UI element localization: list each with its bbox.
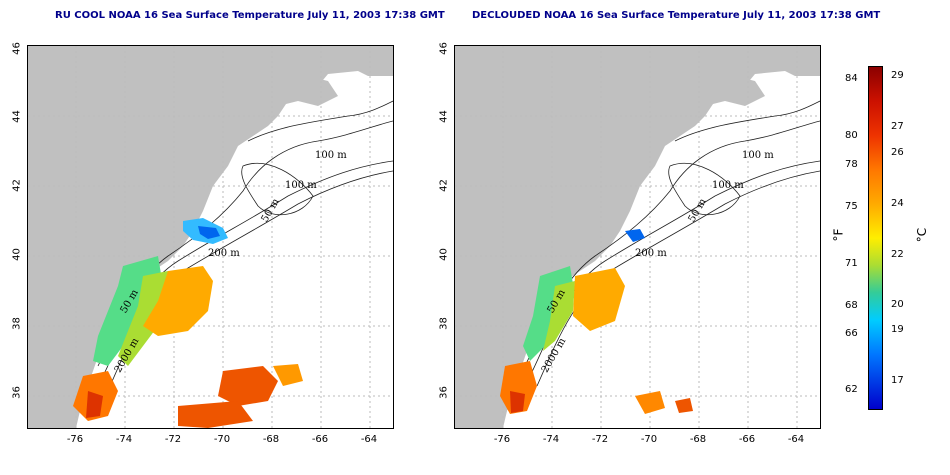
lon-tick-left: -66 — [311, 434, 329, 445]
lon-tick-right: -64 — [787, 434, 805, 445]
fahrenheit-tick: 80 — [845, 130, 858, 141]
fahrenheit-tick: 62 — [845, 384, 858, 395]
land-mass — [455, 46, 820, 428]
celsius-tick: 24 — [891, 198, 904, 209]
lat-tick-left: 38 — [11, 317, 23, 330]
celsius-tick: 17 — [891, 375, 904, 386]
lat-tick-right: 46 — [438, 42, 450, 55]
contour-label: 100 m — [285, 180, 317, 191]
lat-tick-left: 36 — [11, 386, 23, 399]
lon-tick-right: -72 — [591, 434, 609, 445]
left-map-title: RU COOL NOAA 16 Sea Surface Temperature … — [55, 10, 445, 21]
fahrenheit-tick: 71 — [845, 258, 858, 269]
land-mass — [28, 46, 393, 428]
contour-label: 200 m — [635, 248, 667, 259]
right-map-svg — [455, 46, 820, 428]
left-map-svg — [28, 46, 393, 428]
lon-tick-right: -74 — [542, 434, 560, 445]
contour-label: 200 m — [208, 248, 240, 259]
fahrenheit-tick: 75 — [845, 201, 858, 212]
lon-tick-left: -68 — [262, 434, 280, 445]
fahrenheit-unit-label: °F — [831, 228, 846, 242]
lon-tick-right: -66 — [738, 434, 756, 445]
lat-tick-right: 44 — [438, 110, 450, 123]
sst-patches-left — [73, 218, 303, 428]
lat-tick-right: 38 — [438, 317, 450, 330]
lon-tick-left: -74 — [115, 434, 133, 445]
lon-tick-right: -70 — [640, 434, 658, 445]
sst-patches-right — [500, 229, 693, 414]
lat-tick-right: 40 — [438, 248, 450, 261]
right-map-title: DECLOUDED NOAA 16 Sea Surface Temperatur… — [472, 10, 881, 21]
celsius-tick: 20 — [891, 299, 904, 310]
lat-tick-right: 42 — [438, 179, 450, 192]
fahrenheit-tick: 84 — [845, 73, 858, 84]
lat-tick-left: 46 — [11, 42, 23, 55]
fahrenheit-tick: 78 — [845, 159, 858, 170]
lat-tick-left: 40 — [11, 248, 23, 261]
celsius-tick: 26 — [891, 147, 904, 158]
lat-tick-left: 44 — [11, 110, 23, 123]
lon-tick-right: -76 — [493, 434, 511, 445]
temperature-colorbar — [868, 66, 883, 410]
lon-tick-right: -68 — [689, 434, 707, 445]
lon-tick-left: -70 — [213, 434, 231, 445]
lon-tick-left: -76 — [66, 434, 84, 445]
celsius-tick: 19 — [891, 324, 904, 335]
fahrenheit-tick: 68 — [845, 300, 858, 311]
right-map-panel — [454, 45, 821, 429]
fahrenheit-tick: 66 — [845, 328, 858, 339]
lon-tick-left: -64 — [360, 434, 378, 445]
lat-tick-right: 36 — [438, 386, 450, 399]
contour-label: 100 m — [742, 150, 774, 161]
celsius-tick: 29 — [891, 70, 904, 81]
left-map-panel — [27, 45, 394, 429]
lon-tick-left: -72 — [164, 434, 182, 445]
celsius-unit-label: °C — [915, 227, 930, 243]
lat-tick-left: 42 — [11, 179, 23, 192]
celsius-tick: 22 — [891, 249, 904, 260]
contour-label: 100 m — [712, 180, 744, 191]
contour-label: 100 m — [315, 150, 347, 161]
celsius-tick: 27 — [891, 121, 904, 132]
